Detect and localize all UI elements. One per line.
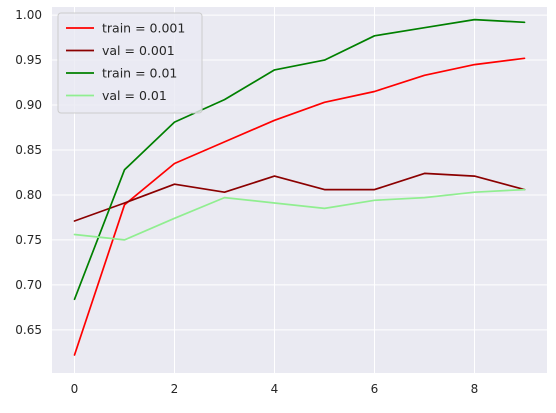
- grid: [52, 7, 547, 373]
- y-axis: 0.65 0.70 0.75 0.80 0.85 0.90 0.95 1.00: [15, 8, 42, 337]
- y-tick-label: 1.00: [15, 8, 42, 22]
- y-tick-label: 0.95: [15, 53, 42, 67]
- y-tick-label: 0.80: [15, 188, 42, 202]
- legend-label: val = 0.001: [102, 43, 175, 58]
- series-line: [73, 188, 526, 241]
- y-tick-label: 0.65: [15, 323, 42, 337]
- series-line: [73, 172, 526, 222]
- x-axis: 0 2 4 6 8: [71, 382, 479, 396]
- x-tick-label: 0: [71, 382, 79, 396]
- y-tick-label: 0.90: [15, 98, 42, 112]
- x-tick-label: 4: [271, 382, 279, 396]
- legend-label: train = 0.001: [102, 21, 185, 36]
- y-tick-label: 0.70: [15, 278, 42, 292]
- y-tick-label: 0.85: [15, 143, 42, 157]
- x-tick-label: 6: [371, 382, 379, 396]
- legend: train = 0.001 val = 0.001 train = 0.01 val …: [57, 12, 203, 114]
- series-line: [73, 18, 526, 301]
- series-lines: [73, 18, 526, 356]
- legend-label: train = 0.01: [102, 66, 177, 81]
- x-tick-label: 8: [471, 382, 479, 396]
- legend-label: val = 0.01: [102, 88, 167, 103]
- series-line: [73, 57, 526, 356]
- y-tick-label: 0.75: [15, 233, 42, 247]
- legend-box: [57, 12, 203, 114]
- x-tick-label: 2: [171, 382, 179, 396]
